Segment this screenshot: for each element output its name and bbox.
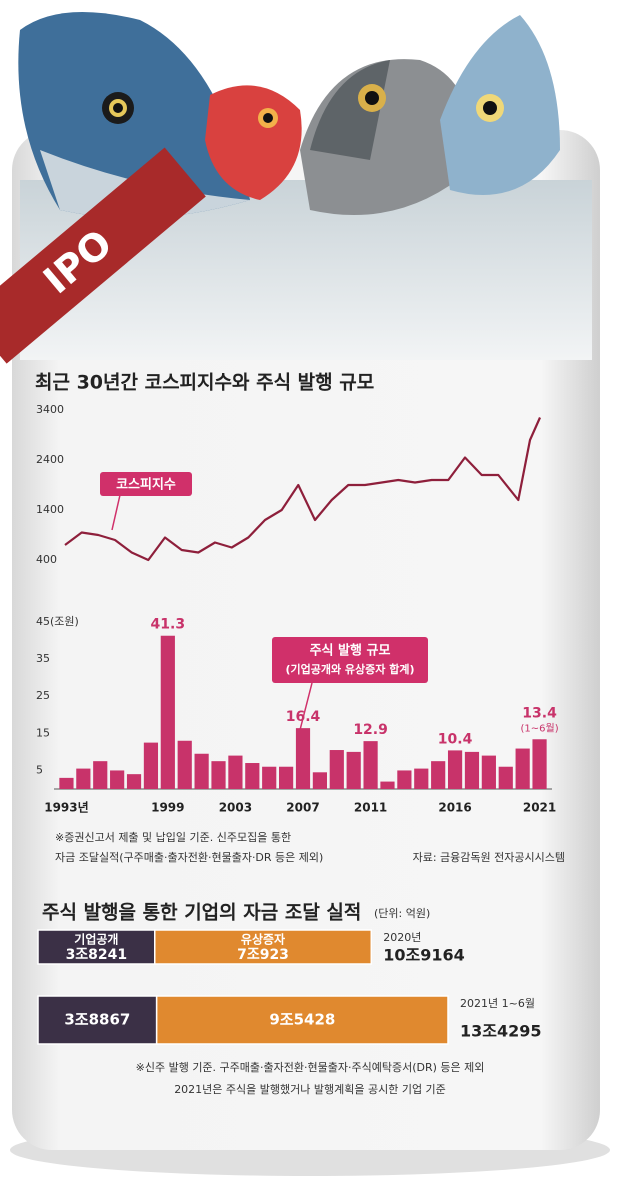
bar [59,777,74,789]
bar [464,751,480,789]
annotation-pointer [299,682,313,731]
x-tick-label: 1993년 [44,801,88,815]
y-tick-label: 45(조원) [36,615,79,628]
footnote: 2021년은 주식을 발행했거나 발행계획을 공시한 기업 기준 [174,1083,446,1096]
bar [211,761,226,789]
y-tick-label: 1400 [36,503,64,516]
bar [363,741,378,789]
annotation-pointer [111,494,121,531]
bar [431,761,446,789]
bar [228,755,243,789]
bar [245,763,260,789]
annotation-box [272,637,428,683]
y-tick-label: 25 [36,689,50,702]
bar [177,740,192,789]
fish-illustration [18,12,560,218]
segment-label: 3조8241 [66,947,128,963]
segment-label: 9조5428 [269,1011,335,1029]
y-tick-label: 35 [36,652,50,665]
annotation-box [100,472,192,496]
line-label: 코스피지수 [116,478,176,493]
bar [498,766,513,789]
y-tick-label: 3400 [36,403,64,416]
value-label: 13.4 [522,705,557,721]
legend-title: 주식 발행 규모 [310,643,391,659]
footnote: ※신주 발행 기준. 구주매출·출자전환·현물출자·주식예탁증서(DR) 등은 … [136,1061,485,1074]
x-tick-label: 2007 [286,801,319,815]
x-tick-label: 2011 [354,801,387,815]
value-label: 10.4 [438,731,473,747]
bar [447,750,463,789]
bar [93,761,108,789]
total-label: 13조4295 [460,1022,542,1041]
bar-legend-box: 주식 발행 규모 (기업공개와 유상증자 합계) [272,637,428,731]
bar [414,768,429,789]
value-label: 16.4 [286,709,321,725]
stacked-bar [37,929,156,965]
stacked-bar [153,929,373,965]
chart-title: 최근 30년간 코스피지수와 주식 발행 규모 [35,372,374,394]
bar [481,755,496,789]
kospi-label-box: 코스피지수 [100,472,192,531]
bar [346,751,361,789]
legend-subtitle: (기업공개와 유상증자 합계) [285,662,414,676]
y-tick-label: 15 [36,726,50,739]
bar [160,635,175,789]
bar [397,770,412,789]
note: ※증권신고서 제출 및 납입일 기준. 신주모집을 통한 [55,830,291,844]
value-label: 41.3 [151,617,186,633]
x-tick-label: 2016 [438,801,471,815]
x-tick-label: 2003 [219,801,252,815]
segment-label: 7조923 [237,947,289,963]
section-title: 주식 발행을 통한 기업의 자금 조달 실적 [42,902,361,924]
source: 자료: 금융감독원 전자공시시스템 [413,851,565,864]
bar [312,772,327,789]
bar [279,766,294,789]
x-tick-label: 1999 [151,801,184,815]
bar [329,750,344,789]
value-label: 12.9 [353,722,388,738]
total-label: 10조9164 [383,946,465,965]
y-tick-label: 5 [36,763,43,776]
x-tick-label: 2021 [523,801,556,815]
legend-label: 기업공개 [74,932,118,947]
bar [143,742,159,789]
bar [262,766,277,789]
bar [194,753,209,789]
category-label: 2021년 1~6월 [460,997,535,1010]
bar [532,739,547,789]
category-label: 2020년 [383,931,421,944]
y-tick-label: 400 [36,553,57,566]
segment-label: 3조8867 [64,1011,130,1029]
note: 자금 조달실적(구주매출·출자전환·현물출자·DR 등은 제외) [55,851,323,864]
y-tick-label: 2400 [36,453,64,466]
bar [380,781,395,789]
legend-label: 유상증자 [241,932,285,947]
kospi-line [64,417,542,562]
ribbon [0,147,206,364]
bar [126,774,142,789]
bar [110,770,125,789]
bar [515,748,530,789]
unit: (단위: 억원) [374,907,430,920]
bar [295,728,311,789]
bar [76,768,91,789]
stacked-bar [155,995,449,1045]
annotation: (1~6월) [520,722,558,734]
stacked-bar [37,995,158,1045]
